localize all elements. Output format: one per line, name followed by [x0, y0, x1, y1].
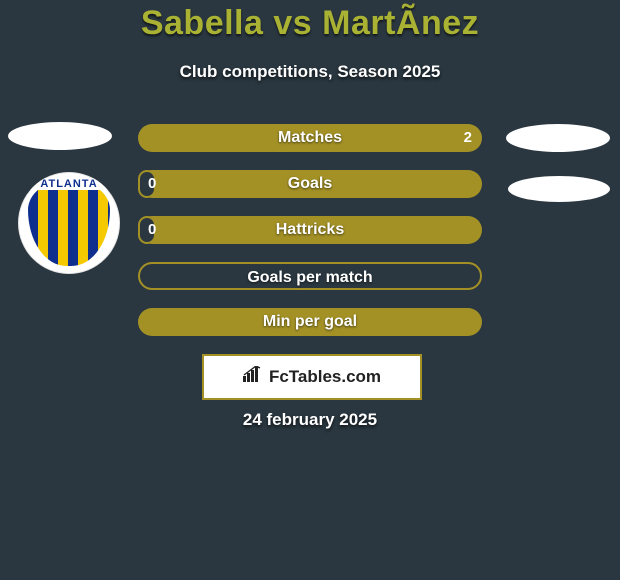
stat-label: Matches	[138, 124, 482, 152]
stat-label: Min per goal	[138, 308, 482, 336]
stat-value-left: 0	[148, 216, 156, 244]
brand-box[interactable]: FcTables.com	[202, 354, 422, 400]
stat-value-left: 0	[148, 170, 156, 198]
club-badge-text: ATLANTA	[24, 178, 114, 190]
stage: Sabella vs MartÃnez Club competitions, S…	[0, 0, 620, 580]
stat-label: Hattricks	[138, 216, 482, 244]
brand-text: FcTables.com	[269, 367, 381, 386]
bar-chart-icon	[243, 356, 263, 398]
stat-label: Goals	[138, 170, 482, 198]
page-title: Sabella vs MartÃnez	[0, 4, 620, 43]
stat-label: Goals per match	[140, 264, 480, 288]
club-shield	[28, 180, 110, 266]
club-stripes	[28, 180, 110, 266]
stat-row-matches: Matches2	[138, 124, 482, 152]
stat-row-gpm: Goals per match	[138, 262, 482, 290]
footer-date: 24 february 2025	[0, 410, 620, 430]
stat-row-goals: Goals0	[138, 170, 482, 198]
stat-row-mpg: Min per goal	[138, 308, 482, 336]
stat-row-hattricks: Hattricks0	[138, 216, 482, 244]
club-badge-right-blank	[508, 176, 610, 202]
club-badge-left: ATLANTA	[18, 172, 120, 274]
page-subtitle: Club competitions, Season 2025	[0, 62, 620, 82]
player-left-avatar	[8, 122, 112, 150]
stat-value-right: 2	[464, 124, 472, 152]
player-right-avatar	[506, 124, 610, 152]
